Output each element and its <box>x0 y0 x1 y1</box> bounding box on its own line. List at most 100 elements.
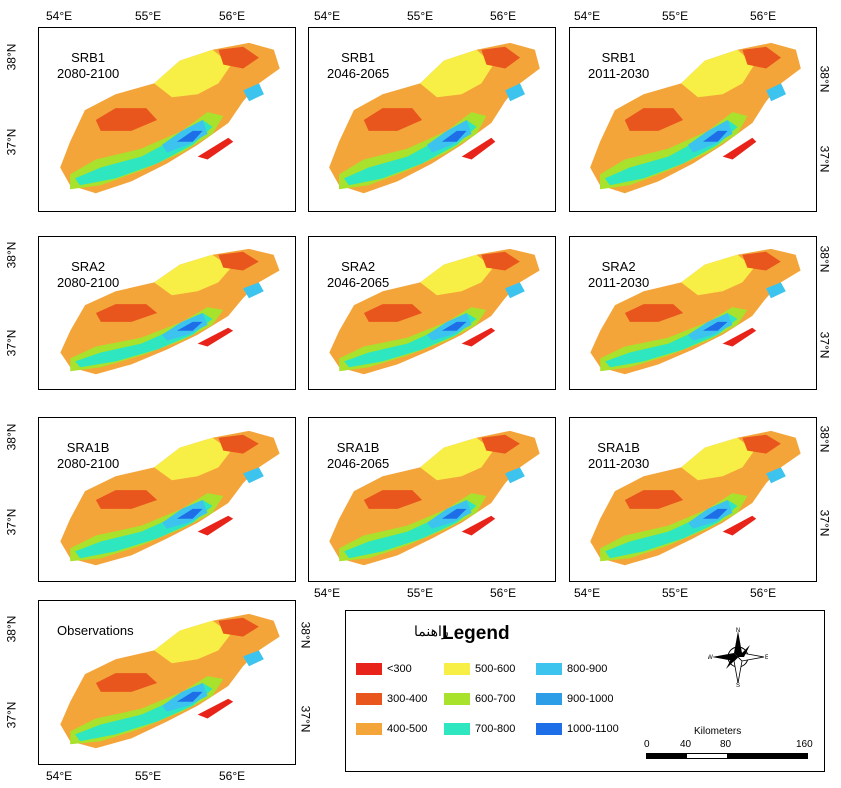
precip-zone <box>766 282 786 299</box>
panel-title: SRA2 2011-2030 <box>588 259 649 291</box>
panel-scenario: SRA1B <box>66 440 110 455</box>
lon-tick-bottom: 55°E <box>135 769 162 783</box>
precip-zone <box>461 515 496 536</box>
map-panel: SRA1B 2011-2030 <box>569 417 817 582</box>
precip-zone <box>363 108 423 131</box>
lat-tick-left: 37°N <box>4 128 19 156</box>
panel-scenario: SRA1B <box>597 440 640 455</box>
precip-zone <box>243 467 264 484</box>
precip-zone <box>176 321 203 331</box>
legend-title: Legend <box>442 623 510 644</box>
panel-title: SRB1 2080-2100 <box>57 50 119 82</box>
precip-zone <box>197 327 234 347</box>
precip-zone <box>197 698 234 719</box>
precip-zone <box>176 508 203 519</box>
panel-title: SRA1B 2011-2030 <box>588 440 649 472</box>
precip-zone <box>722 515 757 536</box>
precip-zone <box>681 49 755 98</box>
panel-title: Observations <box>57 623 134 639</box>
map-panel: SRB1 2080-2100 <box>38 27 296 212</box>
scalebar <box>646 753 808 759</box>
precipitation-map <box>329 430 540 566</box>
scalebar-tick-160: 160 <box>796 739 813 750</box>
lat-tick-left: 38°N <box>4 43 19 71</box>
precip-zone <box>344 313 477 368</box>
legend-swatch <box>536 723 562 736</box>
precip-zone <box>481 46 521 69</box>
precip-zone <box>95 304 158 322</box>
legend-item: 1000-1100 <box>536 723 619 737</box>
legend-swatch <box>536 693 562 706</box>
legend-swatch <box>536 663 562 676</box>
precip-zone <box>427 119 472 153</box>
precip-zone <box>441 508 467 519</box>
panel-period: 2080-2100 <box>57 456 120 471</box>
lat-tick-right: 37°N <box>298 705 313 733</box>
precip-zone <box>420 437 494 481</box>
precipitation-map <box>60 248 280 375</box>
scalebar-unit-label: Kilometers <box>694 726 742 737</box>
map-panel: SRA1B 2080-2100 <box>38 417 296 582</box>
precip-zone <box>461 327 496 347</box>
map-panel: SRB1 2046-2065 <box>308 27 556 212</box>
precip-zone <box>420 254 494 296</box>
map-panel: SRA2 2011-2030 <box>569 236 817 390</box>
legend-item: 600-700 <box>444 693 515 707</box>
precipitation-map <box>60 613 280 749</box>
precip-zone <box>344 499 477 559</box>
lon-tick-top: 54°E <box>46 9 73 23</box>
lat-tick-left: 37°N <box>4 329 19 357</box>
precipitation-map <box>329 42 540 194</box>
precip-zone <box>243 83 264 102</box>
precip-zone <box>95 490 158 509</box>
precip-zone <box>742 46 782 69</box>
precip-zone <box>218 251 259 271</box>
precip-zone <box>766 83 786 102</box>
panel-scenario: SRA2 <box>601 259 636 274</box>
panel-period: 2011-2030 <box>588 66 650 81</box>
precip-zone <box>505 282 525 299</box>
legend-swatch <box>356 663 382 676</box>
precip-zone <box>75 119 213 186</box>
legend-item: <300 <box>356 663 412 677</box>
lon-tick-top: 55°E <box>135 9 162 23</box>
lon-tick-top: 54°E <box>314 9 341 23</box>
map-panel: SRA1B 2046-2065 <box>308 417 556 582</box>
precip-zone <box>481 434 520 454</box>
map-panel: Observations <box>38 600 296 765</box>
panel-scenario: SRA1B <box>336 440 380 455</box>
precipitation-map <box>590 42 801 194</box>
lon-tick-top: 56°E <box>490 9 517 23</box>
precip-zone <box>243 282 264 299</box>
lat-tick-left: 37°N <box>4 508 19 536</box>
lat-tick-right: 38°N <box>817 425 832 453</box>
lat-tick-right: 38°N <box>298 621 313 649</box>
scalebar-tick-0: 0 <box>644 739 650 750</box>
panel-period: 2046-2065 <box>327 66 390 81</box>
precip-zone <box>75 682 213 742</box>
panel-scenario: SRA2 <box>71 259 106 274</box>
lon-tick-top: 55°E <box>407 9 434 23</box>
precip-zone <box>95 108 158 131</box>
lon-tick-top: 54°E <box>574 9 601 23</box>
precip-zone <box>624 304 684 322</box>
precip-zone <box>441 130 467 142</box>
lon-tick-bottom: 56°E <box>219 769 246 783</box>
precipitation-map <box>590 248 801 375</box>
lon-tick-bottom: 55°E <box>662 586 689 600</box>
precip-zone <box>722 137 757 160</box>
precip-zone <box>197 137 234 160</box>
precip-zone <box>154 254 232 296</box>
precip-zone <box>681 254 755 296</box>
precipitation-map <box>590 430 801 566</box>
precip-zone <box>441 321 467 331</box>
lat-tick-right: 37°N <box>817 145 832 173</box>
precipitation-map <box>329 248 540 375</box>
legend-label: 400-500 <box>387 723 428 736</box>
lon-tick-bottom: 54°E <box>574 586 601 600</box>
panel-scenario: SRA2 <box>341 259 376 274</box>
panel-scenario: SRB1 <box>71 50 106 65</box>
panel-scenario: SRB1 <box>601 50 636 65</box>
compass-n-label: N <box>736 628 740 634</box>
precip-zone <box>95 673 158 692</box>
